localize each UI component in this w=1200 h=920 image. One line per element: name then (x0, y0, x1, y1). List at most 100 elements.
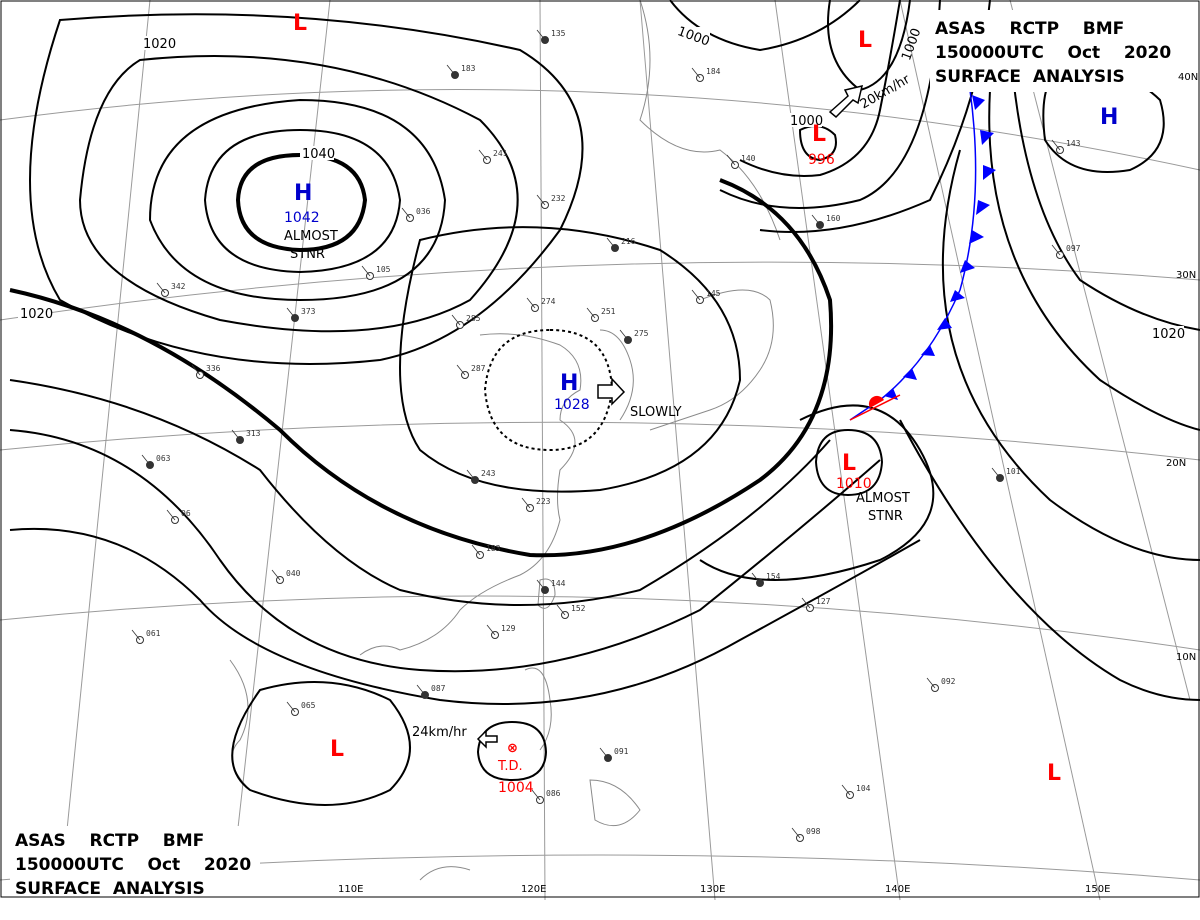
isobar-1028 (78, 55, 519, 333)
isobar-1008-east2 (941, 149, 1200, 561)
isobar-1008-sw (231, 681, 411, 806)
isobars (9, 0, 1200, 806)
meridian-110e (229, 0, 331, 901)
station-pressure: 087 (431, 684, 446, 693)
footer-line-3: SURFACE ANALYSIS (15, 879, 205, 899)
wind-barb (166, 509, 176, 521)
isobar-label: 1020 (20, 307, 53, 322)
wind-barb (811, 214, 821, 226)
wind-barb (456, 364, 466, 376)
taiwan (537, 578, 556, 609)
station-pressure: 243 (481, 469, 496, 478)
isobar-1036 (203, 128, 402, 274)
mindanao (589, 779, 641, 827)
isobar-1040 (235, 152, 368, 253)
wind-barb (286, 307, 296, 319)
lat-label: 40N (1178, 72, 1198, 83)
wind-barb (531, 789, 541, 801)
meridian-120e (539, 0, 546, 901)
isobar-label: 1020 (1152, 327, 1185, 342)
movement-label: STNR (290, 247, 325, 262)
station-pressure: 086 (546, 789, 561, 798)
station-pressure: 101 (1006, 467, 1021, 476)
station-pressure: 373 (301, 307, 316, 316)
station-pressure: 091 (614, 747, 629, 756)
station-pressure: 097 (1066, 244, 1081, 253)
wind-barb (791, 827, 801, 839)
meridian-140e (774, 0, 901, 901)
parallel-10n (0, 595, 1200, 651)
pressure-value: 1004 (498, 780, 534, 796)
td-symbol: ⊗ (507, 741, 518, 756)
lat-label: 20N (1166, 458, 1186, 469)
wind-barb (691, 289, 701, 301)
wind-barb (536, 194, 546, 206)
wind-barb (841, 784, 851, 796)
warm-front-bump (868, 395, 884, 408)
station-pressure: 140 (741, 154, 756, 163)
station-pressure: 06 (181, 509, 191, 518)
station-pressure: 104 (856, 784, 871, 793)
cold-front-barbs (884, 95, 996, 400)
low-pressure-symbol: L (812, 122, 826, 147)
wind-barb (526, 297, 536, 309)
station-pressure: 145 (706, 289, 721, 298)
arrow-icon (597, 377, 626, 406)
wind-barb (361, 265, 371, 277)
lon-label: 130E (700, 884, 725, 895)
luzon (524, 667, 552, 751)
station-pressure: 143 (1066, 139, 1081, 148)
wind-barb (286, 701, 296, 713)
isobar-label: 1020 (143, 37, 176, 52)
wind-barb (141, 454, 151, 466)
arrow-icon (476, 729, 498, 749)
lat-label: 30N (1176, 270, 1196, 281)
station-pressure: 342 (171, 282, 186, 291)
footer-line-2: 150000UTC Oct 2020 (15, 855, 251, 875)
isobar-1004-east3 (899, 419, 1200, 701)
isobar-label: 1000 (899, 26, 924, 62)
isobar-1020-east (1009, 39, 1200, 331)
wind-barb (586, 307, 596, 319)
isobar-1010-low (814, 428, 884, 497)
meridian-130e (639, 0, 716, 901)
pressure-value: 996 (808, 152, 835, 168)
station-pressure: 285 (466, 314, 481, 323)
motion-arrows (476, 84, 864, 749)
meridian-100e (59, 0, 151, 901)
lon-label: 110E (338, 884, 363, 895)
station-pressure: 129 (501, 624, 516, 633)
station-pressure: 313 (246, 429, 261, 438)
wind-barb (416, 684, 426, 696)
wind-barb (451, 314, 461, 326)
wind-barb (231, 429, 241, 441)
parallel-20n (0, 421, 1200, 461)
footer-line-1: ASAS RCTP BMF (15, 831, 204, 851)
motion-speed-label: 24km/hr (412, 725, 467, 740)
korea-coast (599, 329, 634, 421)
lat-label: 10N (1176, 652, 1196, 663)
station-pressure: 063 (156, 454, 171, 463)
wind-barb (401, 207, 411, 219)
isobar-1004-north (739, 0, 901, 177)
isobar-1012 (9, 429, 881, 673)
lon-label: 140E (885, 884, 910, 895)
station-pressure: 098 (806, 827, 821, 836)
japan-coast (649, 289, 774, 431)
parallel-30n (0, 261, 1200, 321)
lat-lon-grid (0, 0, 1200, 901)
wind-barb (599, 747, 609, 759)
wind-barb (478, 149, 488, 161)
lon-label: 120E (521, 884, 546, 895)
lon-label: 150E (1085, 884, 1110, 895)
isobar-1020-west (9, 178, 834, 558)
pressure-value: 1010 (836, 476, 872, 492)
station-pressure: 154 (766, 572, 781, 581)
pressure-value: 1028 (554, 397, 590, 413)
wind-barb (486, 624, 496, 636)
station-pressure: 241 (493, 149, 508, 158)
station-pressure: 183 (486, 544, 501, 553)
station-pressure: 184 (706, 67, 721, 76)
high-pressure-symbol: H (1100, 105, 1118, 130)
